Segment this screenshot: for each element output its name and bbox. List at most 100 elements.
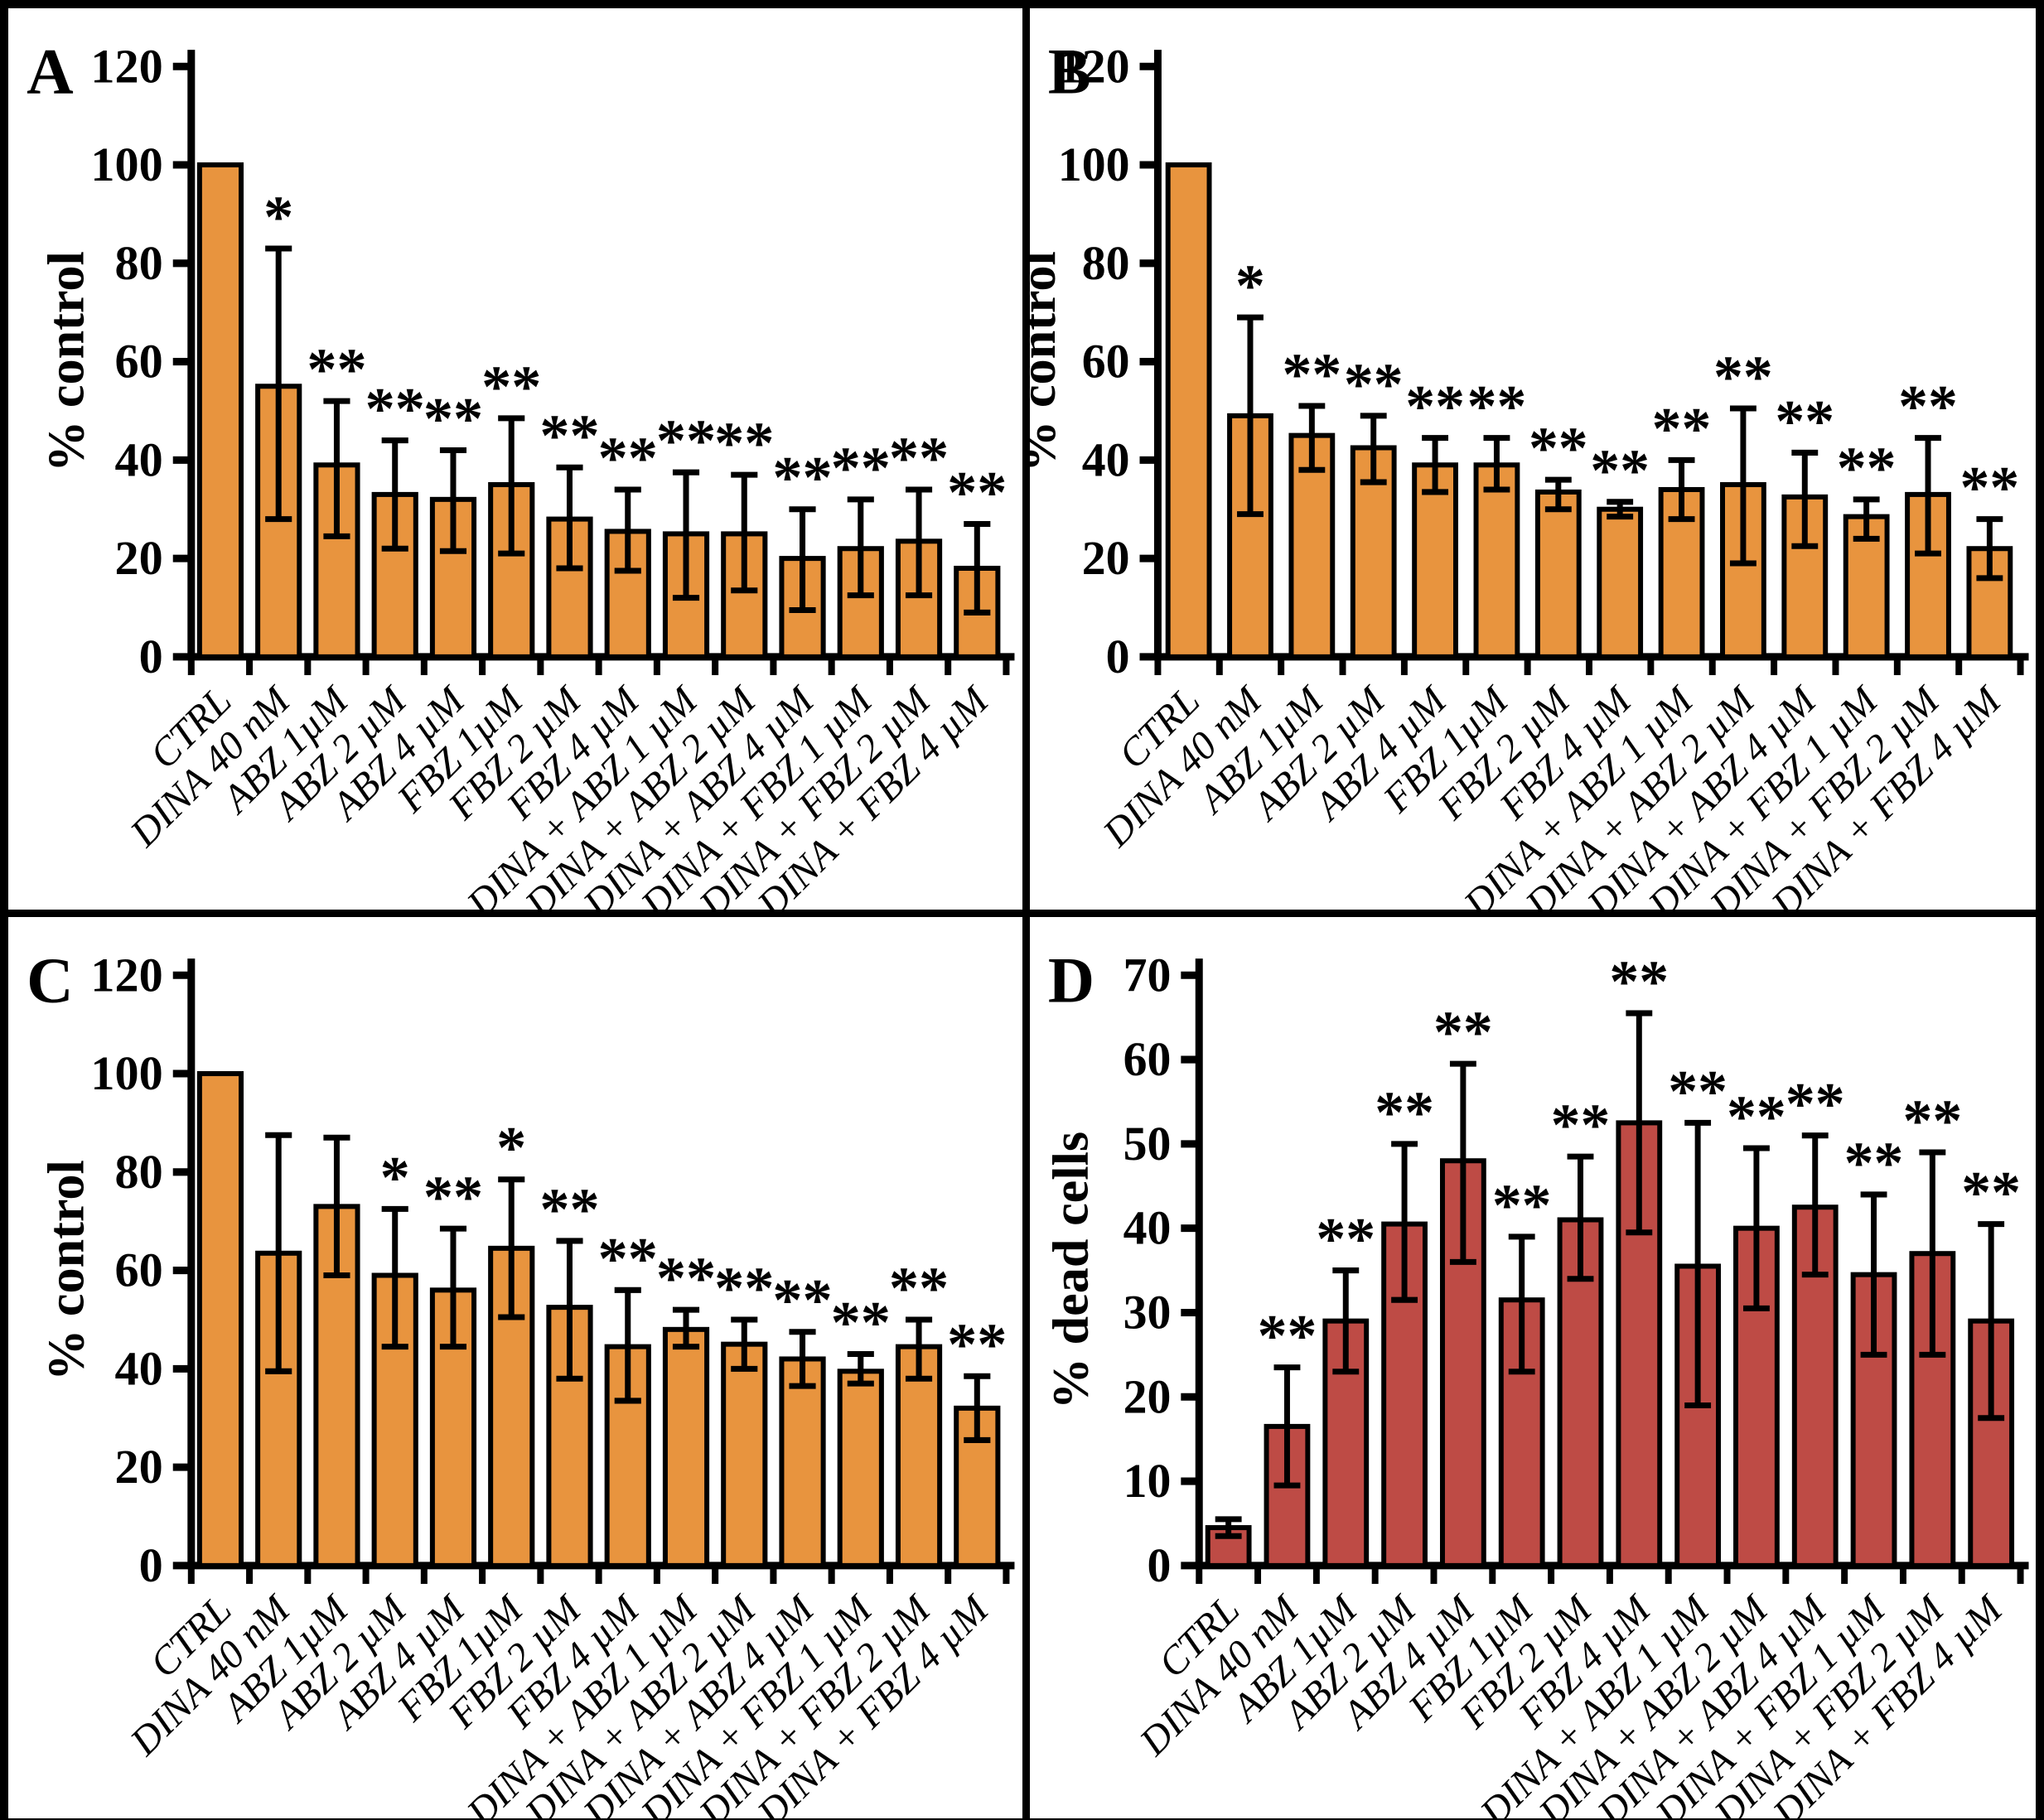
significance-marker: ** — [714, 1255, 774, 1321]
y-tick-label: 20 — [1081, 531, 1129, 585]
y-tick-label: 40 — [114, 1341, 162, 1395]
bar-ABZ 2 µM — [371, 491, 418, 659]
significance-marker: ** — [1590, 437, 1650, 504]
significance-marker: ** — [1282, 341, 1341, 408]
y-tick-label: 20 — [1123, 1369, 1171, 1423]
y-tick-label: 40 — [1081, 432, 1129, 486]
significance-marker: ** — [1405, 373, 1465, 439]
significance-marker: ** — [1713, 344, 1773, 410]
y-tick-label: 0 — [139, 1538, 163, 1592]
significance-marker: ** — [365, 376, 425, 442]
significance-marker: ** — [1609, 949, 1669, 1015]
significance-marker: ** — [1491, 1172, 1551, 1238]
significance-marker: ** — [1727, 1084, 1786, 1150]
bar-FBZ 2 µM — [1534, 489, 1582, 659]
y-tick-label: 10 — [1123, 1454, 1171, 1508]
significance-marker: ** — [1668, 1058, 1727, 1124]
panel-letter: A — [27, 35, 74, 107]
y-tick-label: 20 — [114, 1440, 162, 1494]
bar-DINA + ABZ 2 µM — [721, 1341, 768, 1568]
y-tick-label: 60 — [1081, 334, 1129, 388]
panel-letter: B — [1047, 35, 1090, 107]
y-axis-title: % control — [38, 251, 94, 472]
y-tick-label: 120 — [90, 39, 162, 93]
significance-marker: ** — [656, 408, 716, 474]
significance-marker: ** — [1316, 1205, 1375, 1272]
significance-marker: ** — [889, 1255, 949, 1321]
significance-marker: ** — [1257, 1302, 1317, 1369]
y-tick-label: 120 — [90, 948, 162, 1002]
y-tick-label: 0 — [139, 630, 163, 683]
significance-marker: ** — [1775, 388, 1834, 454]
significance-marker: * — [263, 184, 293, 250]
significance-marker: ** — [831, 1289, 891, 1355]
significance-marker: ** — [481, 354, 541, 420]
significance-marker: ** — [1467, 373, 1526, 439]
significance-marker: ** — [598, 1225, 658, 1291]
significance-marker: * — [1235, 253, 1265, 319]
significance-marker: ** — [656, 1245, 716, 1311]
bar-DINA + ABZ 4 µM — [779, 1356, 826, 1568]
significance-marker: ** — [889, 425, 949, 491]
significance-marker: ** — [423, 385, 483, 451]
significance-marker: ** — [1785, 1070, 1844, 1137]
significance-marker: ** — [1836, 435, 1896, 501]
significance-marker: ** — [1550, 1092, 1610, 1158]
bar-CTRL — [196, 1071, 244, 1568]
significance-marker: ** — [772, 445, 832, 511]
significance-marker: ** — [1843, 1130, 1903, 1196]
panel-a: A% control 0 20 40 60 80 100 120 CTRL * DINA 40 nM… — [8, 8, 1022, 910]
bar-DINA + ABZ 1 µM — [662, 1326, 710, 1568]
significance-marker: ** — [1961, 1159, 2021, 1225]
y-tick-label: 60 — [1123, 1032, 1171, 1086]
significance-marker: ** — [831, 435, 891, 501]
significance-marker: ** — [598, 425, 658, 491]
significance-marker: * — [496, 1115, 526, 1181]
y-axis-title: % control — [38, 1160, 94, 1381]
significance-marker: ** — [947, 1311, 1007, 1378]
bar-CTRL — [1165, 162, 1212, 659]
significance-marker: ** — [539, 1176, 599, 1243]
significance-marker: ** — [1528, 415, 1587, 481]
panel-letter: D — [1047, 944, 1094, 1016]
y-tick-label: 100 — [90, 138, 162, 191]
significance-marker: ** — [947, 459, 1007, 525]
bar-FBZ 4 µM — [1596, 506, 1643, 659]
significance-marker: * — [380, 1144, 410, 1210]
y-tick-label: 120 — [1057, 39, 1129, 93]
y-tick-label: 70 — [1123, 948, 1171, 1002]
y-tick-label: 30 — [1123, 1285, 1171, 1339]
panel-c: C% control 0 20 40 60 80 100 120 CTRL DINA 40 nM A… — [8, 910, 1022, 1818]
significance-marker: ** — [1651, 395, 1711, 461]
bar-DINA + FBZ 2 µM — [895, 1344, 943, 1568]
bar-CTRL — [196, 162, 244, 659]
y-tick-label: 100 — [1057, 138, 1129, 191]
significance-marker: ** — [714, 410, 774, 476]
y-tick-label: 80 — [114, 1145, 162, 1199]
y-axis-title: % dead cells — [1042, 1132, 1099, 1409]
significance-marker: ** — [1959, 454, 2019, 520]
y-tick-label: 40 — [114, 432, 162, 486]
y-tick-label: 80 — [1081, 236, 1129, 290]
y-tick-label: 60 — [114, 1243, 162, 1297]
y-tick-label: 100 — [90, 1046, 162, 1100]
significance-marker: ** — [1898, 373, 1958, 439]
y-tick-label: 40 — [1123, 1201, 1171, 1255]
panel-d: D% dead cells 0 10 20 30 40 50 60 70 CTRL ** DINA 4… — [1022, 910, 2036, 1818]
y-tick-label: 50 — [1123, 1117, 1171, 1171]
y-tick-label: 60 — [114, 335, 162, 389]
bar-FBZ 1µM — [1473, 462, 1520, 659]
y-tick-label: 80 — [114, 236, 162, 290]
significance-marker: ** — [1375, 1079, 1434, 1146]
significance-marker: ** — [307, 336, 366, 403]
significance-marker: ** — [1433, 999, 1493, 1065]
significance-marker: ** — [539, 403, 599, 469]
panel-letter: C — [27, 944, 74, 1016]
significance-marker: ** — [423, 1164, 483, 1230]
